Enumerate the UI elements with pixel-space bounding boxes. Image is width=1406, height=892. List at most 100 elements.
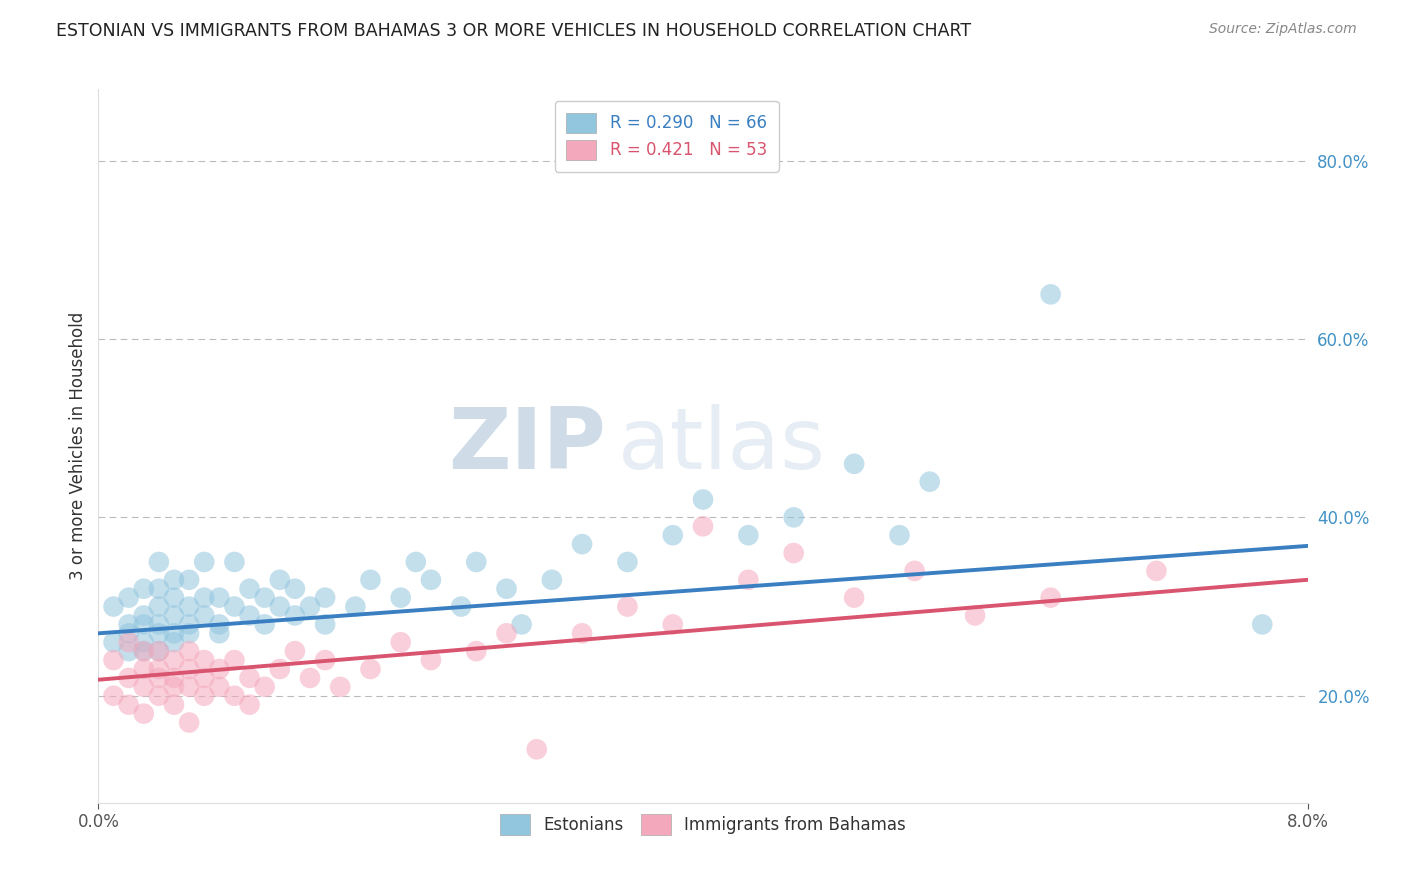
Point xyxy=(661,528,683,542)
Point xyxy=(783,546,806,560)
Point xyxy=(571,537,593,551)
Point xyxy=(284,582,307,596)
Point xyxy=(299,671,322,685)
Point xyxy=(844,457,866,471)
Point xyxy=(465,644,488,658)
Point xyxy=(224,599,246,614)
Point xyxy=(103,689,125,703)
Point xyxy=(224,555,246,569)
Point xyxy=(179,573,201,587)
Point xyxy=(314,653,336,667)
Point xyxy=(148,644,170,658)
Point xyxy=(118,626,141,640)
Point xyxy=(510,617,533,632)
Point xyxy=(193,608,215,623)
Point xyxy=(299,599,322,614)
Legend: Estonians, Immigrants from Bahamas: Estonians, Immigrants from Bahamas xyxy=(486,801,920,848)
Point xyxy=(420,573,443,587)
Point xyxy=(420,653,443,667)
Point xyxy=(179,644,201,658)
Point xyxy=(208,617,231,632)
Point xyxy=(692,492,714,507)
Point xyxy=(103,635,125,649)
Point xyxy=(253,591,276,605)
Text: Source: ZipAtlas.com: Source: ZipAtlas.com xyxy=(1209,22,1357,37)
Point xyxy=(269,599,291,614)
Point xyxy=(118,698,141,712)
Point xyxy=(495,626,517,640)
Point xyxy=(163,591,186,605)
Text: ZIP: ZIP xyxy=(449,404,606,488)
Point xyxy=(450,599,472,614)
Point xyxy=(163,680,186,694)
Point xyxy=(224,689,246,703)
Point xyxy=(148,689,170,703)
Point xyxy=(389,591,412,605)
Point xyxy=(148,617,170,632)
Point xyxy=(148,626,170,640)
Point xyxy=(132,617,155,632)
Point xyxy=(540,573,562,587)
Point xyxy=(239,582,262,596)
Point xyxy=(314,591,336,605)
Point xyxy=(179,617,201,632)
Point xyxy=(239,608,262,623)
Point xyxy=(132,635,155,649)
Point xyxy=(132,644,155,658)
Point xyxy=(163,671,186,685)
Point xyxy=(1039,591,1062,605)
Point xyxy=(163,608,186,623)
Point xyxy=(179,680,201,694)
Point xyxy=(661,617,683,632)
Point xyxy=(132,582,155,596)
Point xyxy=(118,617,141,632)
Point xyxy=(193,689,215,703)
Point xyxy=(193,555,215,569)
Point xyxy=(179,599,201,614)
Point xyxy=(163,626,186,640)
Point xyxy=(148,662,170,676)
Point xyxy=(389,635,412,649)
Point xyxy=(1039,287,1062,301)
Point xyxy=(148,582,170,596)
Point xyxy=(193,653,215,667)
Point xyxy=(163,573,186,587)
Point xyxy=(495,582,517,596)
Point xyxy=(253,680,276,694)
Point xyxy=(148,599,170,614)
Point xyxy=(360,662,382,676)
Point xyxy=(329,680,352,694)
Point xyxy=(103,653,125,667)
Point xyxy=(208,662,231,676)
Point xyxy=(284,644,307,658)
Point xyxy=(208,626,231,640)
Point xyxy=(1146,564,1168,578)
Point xyxy=(965,608,987,623)
Point xyxy=(904,564,927,578)
Point xyxy=(239,698,262,712)
Point xyxy=(284,608,307,623)
Point xyxy=(314,617,336,632)
Point xyxy=(224,653,246,667)
Point xyxy=(148,671,170,685)
Point xyxy=(918,475,941,489)
Point xyxy=(132,608,155,623)
Point xyxy=(737,528,759,542)
Point xyxy=(844,591,866,605)
Point xyxy=(103,599,125,614)
Point xyxy=(208,680,231,694)
Point xyxy=(179,626,201,640)
Point xyxy=(360,573,382,587)
Point xyxy=(118,644,141,658)
Y-axis label: 3 or more Vehicles in Household: 3 or more Vehicles in Household xyxy=(69,312,87,580)
Text: atlas: atlas xyxy=(619,404,827,488)
Point xyxy=(148,644,170,658)
Point xyxy=(179,715,201,730)
Point xyxy=(783,510,806,524)
Point xyxy=(148,555,170,569)
Point xyxy=(616,555,638,569)
Point xyxy=(253,617,276,632)
Point xyxy=(193,671,215,685)
Point xyxy=(1251,617,1274,632)
Point xyxy=(163,698,186,712)
